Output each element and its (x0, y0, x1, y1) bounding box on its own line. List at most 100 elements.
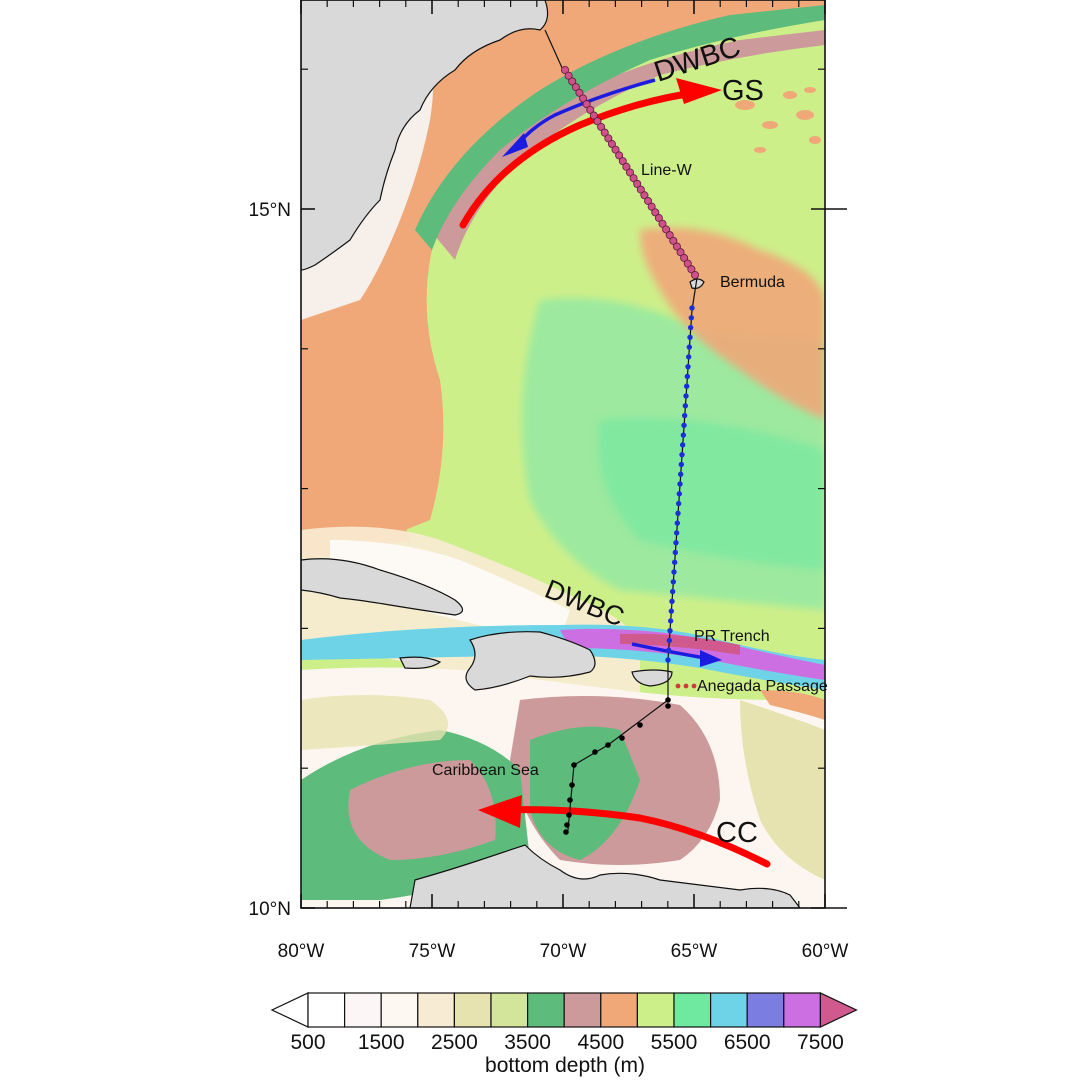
bermuda-pr-station (670, 579, 677, 585)
line-w-station (597, 122, 606, 131)
label-cc: CC (716, 817, 758, 849)
bermuda-pr-station (685, 354, 692, 360)
lat-tick-label: 15°N (249, 200, 291, 221)
bermuda-pr-station (677, 481, 683, 487)
colorbar-left-triangle (270, 992, 309, 1028)
blake-plateau (301, 300, 410, 560)
bermuda-pr-station (686, 344, 693, 350)
line-w-station (640, 191, 649, 200)
lon-tick-label: 70°W (540, 941, 587, 962)
line-w-station (687, 265, 696, 274)
label-bermuda: Bermuda (720, 274, 785, 291)
land (301, 0, 801, 908)
depth-colorbar: 500 1500 2500 3500 4500 5500 6500 7500 (270, 992, 858, 1054)
longitude-axis: 80°W 75°W 70°W 65°W 60°W (278, 0, 849, 962)
colorbar-box (746, 992, 785, 1028)
label-caribbean-sea: Caribbean Sea (432, 762, 539, 779)
bermuda-pr-station (683, 393, 689, 399)
bermuda-pr-station (680, 432, 687, 438)
north-america-land (301, 0, 549, 271)
lon-tick-label: 60°W (802, 941, 849, 962)
bermuda-pr-station (669, 598, 675, 605)
caribbean-station (592, 749, 598, 755)
cayman-trough (301, 695, 448, 750)
caribbean-station (619, 735, 625, 741)
latitude-axis: 40°N35°N30°N25°N20°N15°N10°N (249, 68, 847, 920)
line-w-station (676, 248, 685, 257)
stations-line-w (561, 66, 700, 279)
line-w-station (582, 100, 591, 109)
line-w-station (626, 168, 635, 177)
line-w-station (636, 185, 645, 194)
bermuda-pr-station (667, 618, 674, 624)
caribbean-station (564, 822, 570, 828)
caribbean-station (637, 722, 643, 728)
line-w-station (568, 77, 577, 86)
bermuda-pr-station (681, 412, 688, 419)
venezuelan-basin-green (530, 726, 640, 860)
bermuda-pr-station (683, 383, 690, 389)
gs-corridor (470, 50, 825, 330)
colorbar-box (526, 992, 565, 1028)
colorbar-label: 1500 (358, 1031, 405, 1054)
line-w-station (633, 179, 642, 188)
label-pr-trench: PR Trench (694, 628, 770, 645)
bermuda-pr-station (669, 588, 676, 595)
bermuda-pr-station (679, 451, 685, 458)
bermuda-pr-station (677, 471, 684, 477)
line-w-station (622, 162, 631, 171)
bermuda-pr-station (672, 549, 679, 556)
colorbar-box (636, 992, 675, 1028)
line-w-station (665, 231, 674, 240)
bermuda-pr-station (667, 627, 673, 634)
line-w-station (662, 225, 671, 234)
bermuda-pr-station (682, 403, 689, 409)
line-w-station (658, 219, 667, 228)
bermuda-pr-station (674, 520, 681, 526)
line-w-station (654, 214, 663, 223)
line-w-station (579, 94, 588, 103)
colorbar-box (380, 992, 419, 1028)
bermuda-pr-station (679, 442, 686, 448)
bermuda-pr-station (676, 491, 683, 497)
bermuda-pr-station (671, 559, 678, 565)
lon-tick-label: 65°W (671, 941, 718, 962)
lon-tick-label: 80°W (278, 941, 325, 962)
line-w-station (651, 208, 660, 217)
line-w-station (600, 128, 609, 137)
line-w-station (647, 202, 656, 211)
colorbar-box (709, 992, 748, 1028)
bermuda-pr-station (688, 315, 695, 321)
line-w-station (604, 134, 613, 143)
deep-basin-5500b (598, 418, 825, 570)
puerto-rico (631, 669, 673, 687)
colorbar-right-triangle (819, 992, 858, 1028)
label-anegada: Anegada Passage (697, 678, 828, 695)
colorbar-title: bottom depth (m) (485, 1054, 645, 1077)
line-w-station (586, 105, 595, 114)
colorbar-box (344, 992, 382, 1028)
caribbean-current-arrow (478, 795, 771, 868)
colorbar-box (783, 992, 821, 1028)
line-w-station (683, 259, 692, 268)
colombian-basin-pink (348, 760, 496, 860)
bermuda-pr-station (687, 334, 693, 341)
colorbar-label: 4500 (577, 1031, 624, 1054)
bermuda-pr-station (684, 373, 691, 380)
dwbc-north-arrow (502, 78, 656, 157)
line-w-station (680, 253, 689, 262)
line-w-station (593, 117, 602, 126)
bermuda-pr-station (665, 647, 672, 653)
line-w-station (611, 145, 620, 154)
slope-band-4000 (430, 30, 825, 260)
bermuda-pr-station (681, 422, 687, 429)
bahamas-shallow (330, 540, 570, 640)
caribbean-station (566, 812, 572, 818)
slope-band-3500 (415, 5, 825, 250)
colorbar-box (417, 992, 455, 1028)
colorbar-label: 7500 (797, 1031, 844, 1054)
gulf-stream-arrow (459, 78, 722, 229)
bermuda-pr-station (668, 608, 675, 614)
line-w-station (618, 157, 627, 166)
colorbar-label: 2500 (431, 1031, 478, 1054)
